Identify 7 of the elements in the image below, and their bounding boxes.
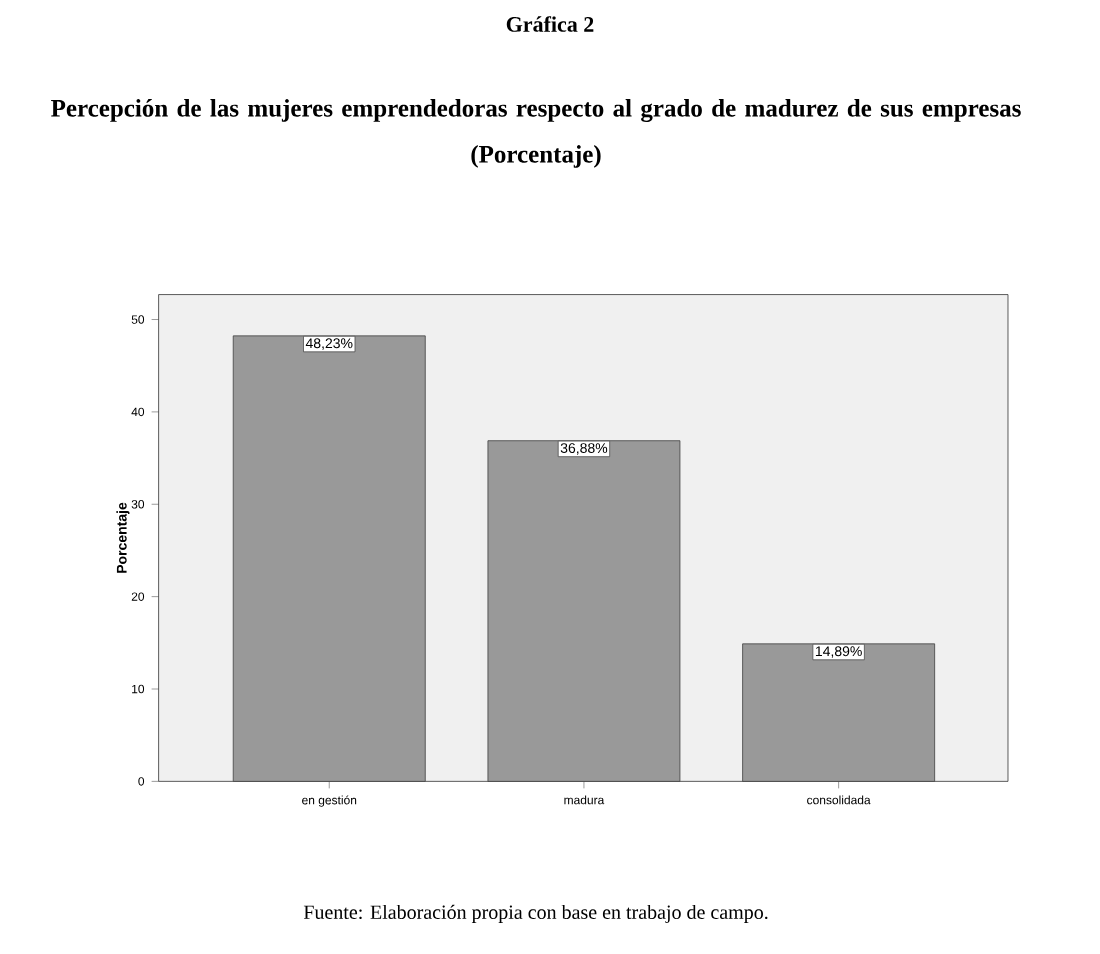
bar (487, 440, 681, 782)
chart-title: Percepción de las mujeres emprendedoras respecto al grado de madurez de sus empresas (51, 99, 1021, 122)
text: Gráfica 2 (506, 16, 594, 32)
bar (232, 335, 426, 782)
chart-subtitle: (Porcentaje) (471, 145, 601, 168)
source-note: Fuente: Elaboración propia con base en trabajo de campo. (303, 904, 768, 924)
bar (742, 643, 936, 782)
